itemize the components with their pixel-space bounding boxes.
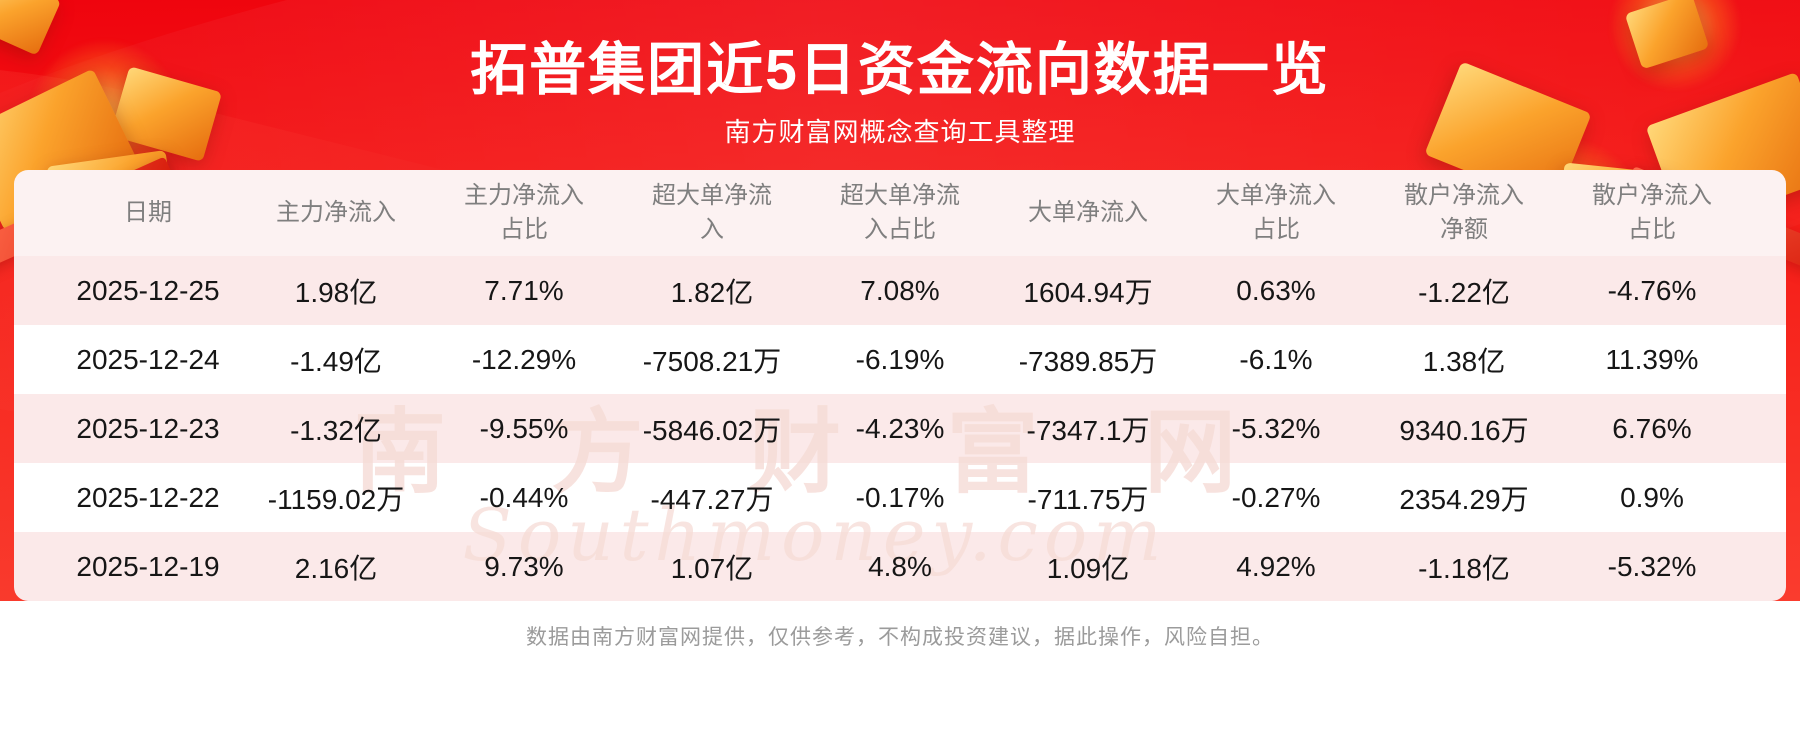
cell-value: -0.44% [479, 481, 569, 513]
cell-value: -7347.1万 [1026, 414, 1150, 446]
column-header-xl-order-net-inflow-pct: 超大单净流入占比 [806, 179, 994, 246]
cell-value: -6.19% [855, 343, 945, 375]
cell-date: 2025-12-22 [76, 481, 220, 513]
data-table-card: 南 方 财 富 网 Southmoney.com 日期 主力净流入 主力净流入占… [14, 170, 1786, 601]
cell-value: 0.9% [1620, 481, 1684, 513]
table-row: 2025-12-24 -1.49亿 -12.29% -7508.21万 -6.1… [14, 325, 1786, 394]
cell-date: 2025-12-23 [76, 412, 220, 444]
cell-value: 11.39% [1605, 343, 1699, 375]
cell-value: -1.49亿 [290, 345, 382, 377]
cell-value: 1.98亿 [294, 276, 378, 308]
column-header-xl-order-net-inflow: 超大单净流入 [618, 179, 806, 246]
cell-value: -9.55% [479, 412, 569, 444]
column-header-label: 散户净流入净额 [1404, 182, 1524, 243]
cell-value: 9.73% [484, 550, 564, 582]
cell-value: -7389.85万 [1018, 345, 1158, 377]
column-header-label: 日期 [124, 199, 172, 227]
cell-value: 4.8% [868, 550, 932, 582]
column-header-date: 日期 [54, 196, 242, 230]
cell-value: 9340.16万 [1399, 414, 1529, 446]
cell-value: 6.76% [1612, 412, 1692, 444]
column-header-label: 主力净流入占比 [464, 182, 584, 243]
cell-value: 1.38亿 [1422, 345, 1506, 377]
cell-value: 4.92% [1236, 550, 1316, 582]
column-header-retail-net-inflow: 散户净流入净额 [1370, 179, 1558, 246]
cell-value: 1.82亿 [670, 276, 754, 308]
cell-value: 1.07亿 [670, 552, 754, 584]
table-row: 2025-12-23 -1.32亿 -9.55% -5846.02万 -4.23… [14, 394, 1786, 463]
column-header-label: 大单净流入占比 [1216, 182, 1336, 243]
cell-value: -4.23% [855, 412, 945, 444]
cell-value: 2.16亿 [294, 552, 378, 584]
cell-value: -6.1% [1239, 343, 1313, 375]
cell-value: 2354.29万 [1399, 483, 1529, 515]
cell-value: -1.18亿 [1418, 552, 1510, 584]
table-row: 2025-12-22 -1159.02万 -0.44% -447.27万 -0.… [14, 463, 1786, 532]
cell-value: -0.17% [855, 481, 945, 513]
column-header-retail-net-inflow-pct: 散户净流入占比 [1558, 179, 1746, 246]
cell-value: -12.29% [471, 343, 577, 375]
cell-value: -1.32亿 [290, 414, 382, 446]
cell-date: 2025-12-24 [76, 343, 220, 375]
cell-value: -0.27% [1231, 481, 1321, 513]
cell-value: -5846.02万 [642, 414, 782, 446]
column-header-label: 超大单净流入占比 [840, 182, 960, 243]
cell-value: -7508.21万 [642, 345, 782, 377]
cell-value: -5.32% [1607, 550, 1697, 582]
column-header-label: 主力净流入 [276, 199, 396, 227]
table-row: 2025-12-25 1.98亿 7.71% 1.82亿 7.08% 1604.… [14, 256, 1786, 325]
column-header-large-order-net-inflow: 大单净流入 [994, 196, 1182, 230]
column-header-main-net-inflow: 主力净流入 [242, 196, 430, 230]
cell-date: 2025-12-25 [76, 274, 220, 306]
cell-value: -711.75万 [1027, 483, 1149, 515]
cell-value: -4.76% [1607, 274, 1697, 306]
column-header-main-net-inflow-pct: 主力净流入占比 [430, 179, 618, 246]
column-header-label: 散户净流入占比 [1592, 182, 1712, 243]
table-header-row: 日期 主力净流入 主力净流入占比 超大单净流入 超大单净流入占比 大单净流入 大… [14, 170, 1786, 256]
page-title: 拓普集团近5日资金流向数据一览 [470, 38, 1330, 102]
column-header-label: 大单净流入 [1028, 199, 1148, 227]
cell-value: 7.08% [860, 274, 940, 306]
table-row: 2025-12-19 2.16亿 9.73% 1.07亿 4.8% 1.09亿 … [14, 532, 1786, 601]
footer-disclaimer: 数据由南方财富网提供，仅供参考，不构成投资建议，据此操作，风险自担。 [526, 626, 1274, 649]
column-header-large-order-net-inflow-pct: 大单净流入占比 [1182, 179, 1370, 246]
cell-value: -447.27万 [650, 483, 774, 515]
cell-date: 2025-12-19 [76, 550, 220, 582]
cell-value: 1604.94万 [1023, 276, 1153, 308]
cell-value: 7.71% [484, 274, 564, 306]
page-subtitle: 南方财富网概念查询工具整理 [724, 117, 1076, 147]
cell-value: 0.63% [1236, 274, 1316, 306]
cell-value: -1.22亿 [1418, 276, 1510, 308]
cell-value: -5.32% [1231, 412, 1321, 444]
column-header-label: 超大单净流入 [652, 182, 772, 243]
cell-value: 1.09亿 [1046, 552, 1130, 584]
cell-value: -1159.02万 [267, 483, 405, 515]
